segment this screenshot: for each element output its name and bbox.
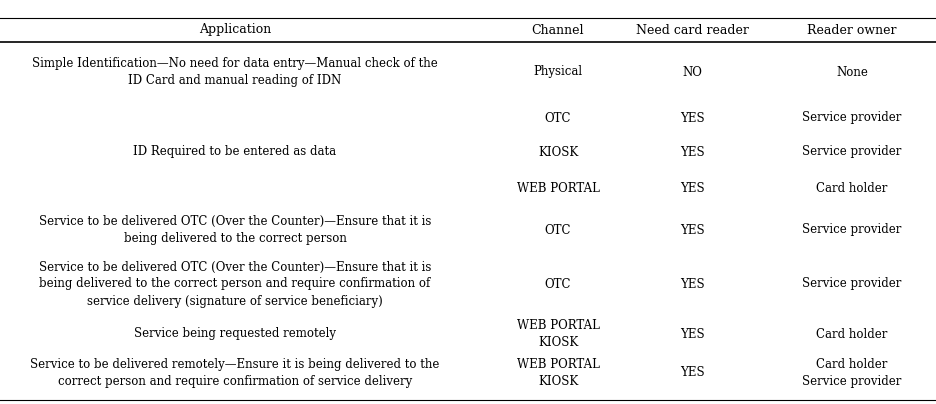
Text: Card holder: Card holder	[816, 181, 887, 194]
Text: Reader owner: Reader owner	[807, 23, 897, 36]
Text: Service being requested remotely: Service being requested remotely	[134, 328, 336, 341]
Text: YES: YES	[680, 112, 704, 124]
Text: YES: YES	[680, 278, 704, 290]
Text: Service provider: Service provider	[802, 278, 901, 290]
Text: Physical: Physical	[534, 65, 582, 78]
Text: Card holder: Card holder	[816, 328, 887, 341]
Text: OTC: OTC	[545, 223, 571, 236]
Text: YES: YES	[680, 145, 704, 158]
Text: OTC: OTC	[545, 278, 571, 290]
Text: YES: YES	[680, 181, 704, 194]
Text: Channel: Channel	[532, 23, 584, 36]
Text: Simple Identification—No need for data entry—Manual check of the
ID Card and man: Simple Identification—No need for data e…	[32, 57, 438, 87]
Text: None: None	[836, 65, 868, 78]
Text: YES: YES	[680, 366, 704, 379]
Text: Application: Application	[198, 23, 271, 36]
Text: Service to be delivered remotely—Ensure it is being delivered to the
correct per: Service to be delivered remotely—Ensure …	[30, 358, 440, 388]
Text: Service to be delivered OTC (Over the Counter)—Ensure that it is
being delivered: Service to be delivered OTC (Over the Co…	[38, 215, 431, 245]
Text: ID Required to be entered as data: ID Required to be entered as data	[134, 145, 337, 158]
Text: YES: YES	[680, 328, 704, 341]
Text: WEB PORTAL: WEB PORTAL	[517, 181, 599, 194]
Text: WEB PORTAL
KIOSK: WEB PORTAL KIOSK	[517, 319, 599, 349]
Text: Service to be delivered OTC (Over the Counter)—Ensure that it is
being delivered: Service to be delivered OTC (Over the Co…	[38, 261, 431, 307]
Text: Service provider: Service provider	[802, 112, 901, 124]
Text: OTC: OTC	[545, 112, 571, 124]
Text: Service provider: Service provider	[802, 145, 901, 158]
Text: Need card reader: Need card reader	[636, 23, 749, 36]
Text: YES: YES	[680, 223, 704, 236]
Text: Service provider: Service provider	[802, 223, 901, 236]
Text: WEB PORTAL
KIOSK: WEB PORTAL KIOSK	[517, 358, 599, 388]
Text: Card holder
Service provider: Card holder Service provider	[802, 358, 901, 388]
Text: NO: NO	[682, 65, 702, 78]
Text: KIOSK: KIOSK	[538, 145, 578, 158]
